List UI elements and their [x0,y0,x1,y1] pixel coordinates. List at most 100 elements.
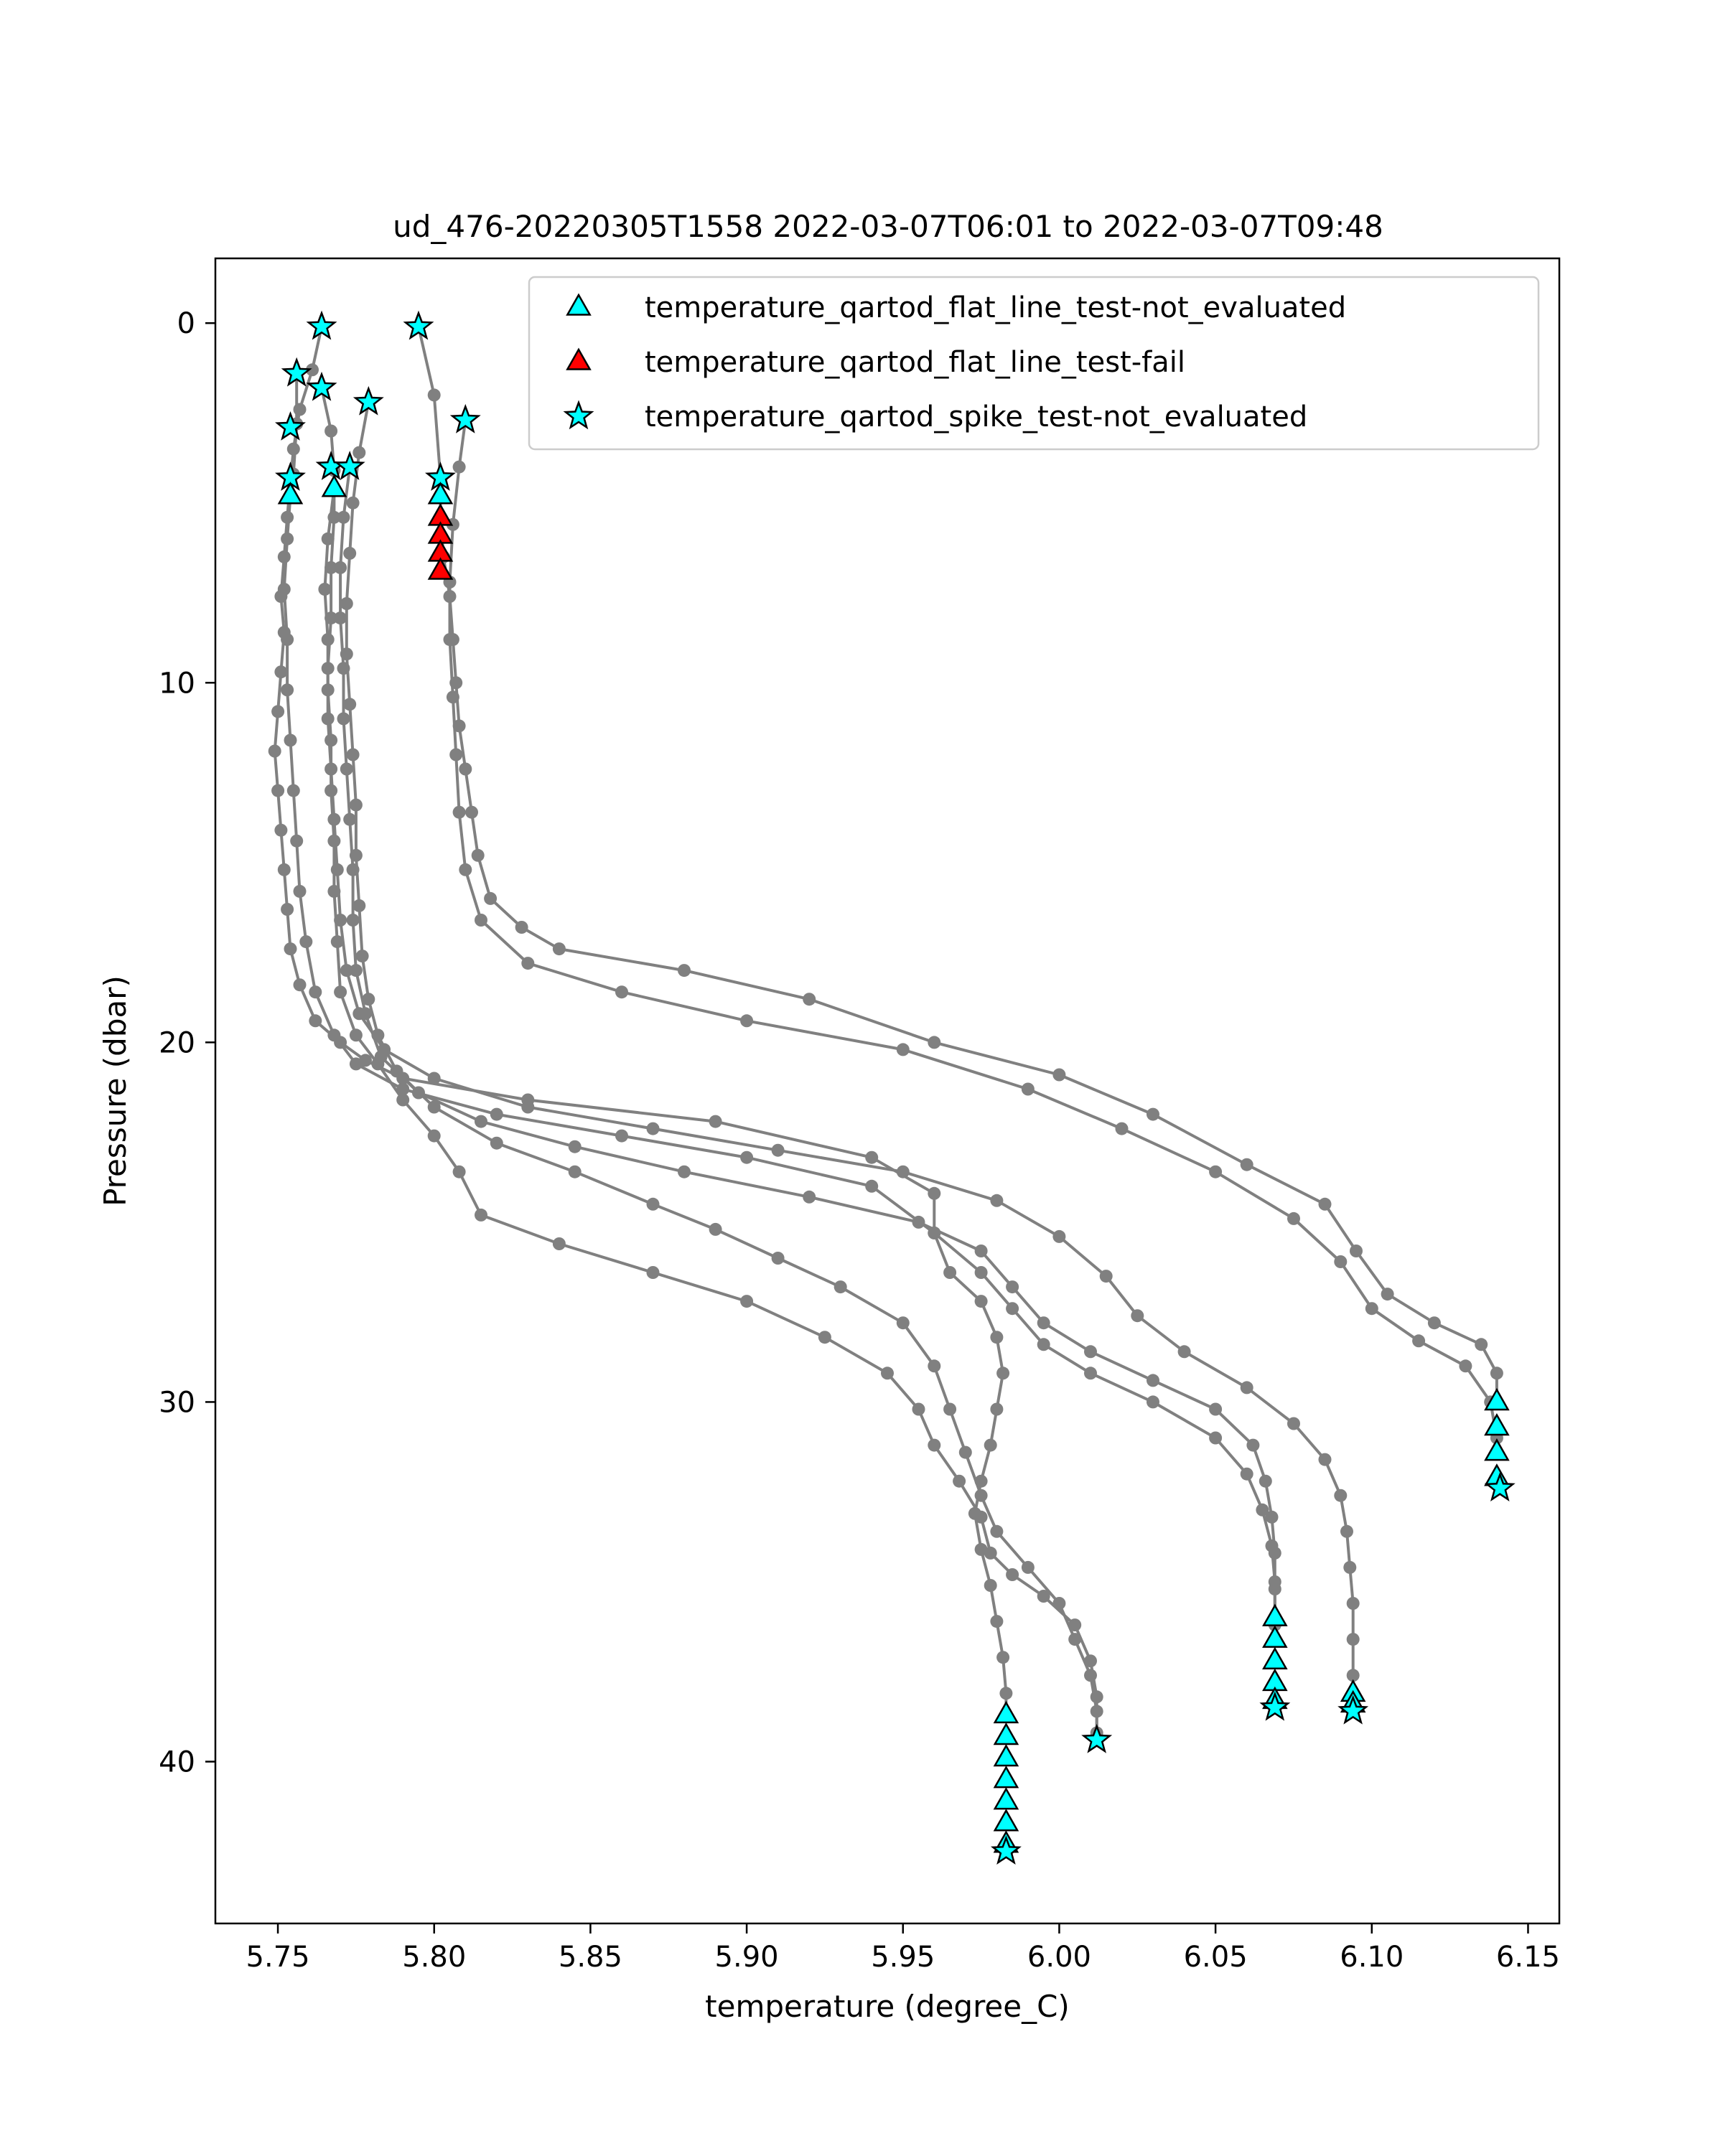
data-point [1021,1082,1035,1096]
data-point [1147,1107,1159,1121]
x-tick-label: 5.80 [402,1941,466,1974]
data-point [990,1524,1004,1538]
data-point [484,891,498,905]
data-point [1209,1402,1223,1416]
data-point [709,1115,722,1128]
data-point [274,665,288,679]
x-tick-label: 5.85 [559,1941,622,1974]
x-tick-label: 6.05 [1184,1941,1248,1974]
data-point [324,561,338,574]
plot-area [268,310,1516,1865]
data-point [865,1150,879,1164]
data-point [321,683,335,697]
flat-line-fail-marker [427,557,454,580]
data-point [953,1474,966,1488]
data-point [318,583,332,596]
y-axis-label: Pressure (dbar) [98,975,133,1206]
data-point [984,1546,997,1560]
y-tick-label: 20 [159,1026,195,1059]
data-point [299,935,313,949]
data-point [740,1150,754,1164]
data-point [568,1140,582,1153]
qc-flags [275,357,1291,1721]
data-point [646,1197,660,1211]
spike-not-evaluated-marker [275,411,306,441]
data-point [281,903,294,916]
legend-marker-star [563,400,594,430]
legend-label: temperature_qartod_flat_line_test-not_ev… [645,291,1346,324]
data-point [865,1179,879,1193]
data-point [490,1136,503,1150]
data-point [284,733,297,747]
data-point [1334,1255,1348,1268]
data-point [771,1252,785,1265]
data-point [615,985,628,999]
axes-frame [214,257,1561,1925]
data-point [943,1266,957,1279]
flat-line-not-evaluated-marker [321,474,347,497]
data-point [928,1359,941,1373]
data-point [1037,1590,1050,1603]
data-point [999,1687,1013,1700]
legend: temperature_qartod_flat_line_test-not_ev… [528,276,1540,451]
data-point [281,532,294,545]
data-point [1084,1654,1097,1668]
legend-label: temperature_qartod_flat_line_test-fail [645,346,1185,379]
data-point [274,823,288,837]
y-axis: 0 10 20 30 40 [159,307,215,1779]
data-point [371,1028,385,1042]
data-point [974,1245,988,1257]
spike-not-evaluated-marker [352,385,384,416]
data-point [284,942,297,956]
flat-line-not-evaluated-marker [1484,1412,1510,1436]
data-point [281,683,294,697]
spike-not-evaluated-marker [306,310,337,340]
data-point [1068,1633,1082,1646]
data-point [334,611,347,625]
data-point [943,1402,957,1416]
data-point [515,921,528,934]
data-point [1037,1316,1050,1330]
data-point [1240,1158,1253,1171]
data-point [446,690,459,704]
data-point [1343,1560,1357,1574]
legend-marker-triangle [566,293,592,316]
data-point [1052,1229,1066,1243]
data-point [1287,1417,1300,1430]
data-point [309,985,322,999]
data-point [465,805,478,819]
data-point [427,1100,441,1114]
spike-not-evaluated-marker [306,371,337,401]
data-point [990,1331,1004,1344]
data-point [958,1445,972,1459]
data-point [371,1057,385,1071]
data-point [321,712,335,726]
data-point [449,748,463,761]
data-point [1490,1367,1503,1380]
data-point [1346,1633,1360,1646]
data-point [1459,1359,1472,1373]
data-point [443,633,457,647]
data-point [1006,1568,1019,1581]
data-point [1006,1302,1019,1316]
qc-flags [306,310,1022,1865]
data-point [362,993,375,1006]
data-point [1365,1302,1378,1316]
data-point [990,1615,1004,1628]
flat-line-not-evaluated-marker [277,482,304,505]
data-point [996,1367,1010,1380]
data-point [349,798,363,812]
qc-flags [352,385,1113,1753]
data-point [1265,1510,1279,1524]
data-point [834,1280,847,1294]
data-point [349,1028,363,1042]
qc-flags [306,371,1369,1725]
data-point [471,848,485,862]
data-point [324,424,338,438]
data-point [277,863,291,876]
data-point [1209,1165,1223,1178]
data-point [740,1014,754,1028]
data-point [340,647,353,661]
data-point [552,1237,566,1250]
